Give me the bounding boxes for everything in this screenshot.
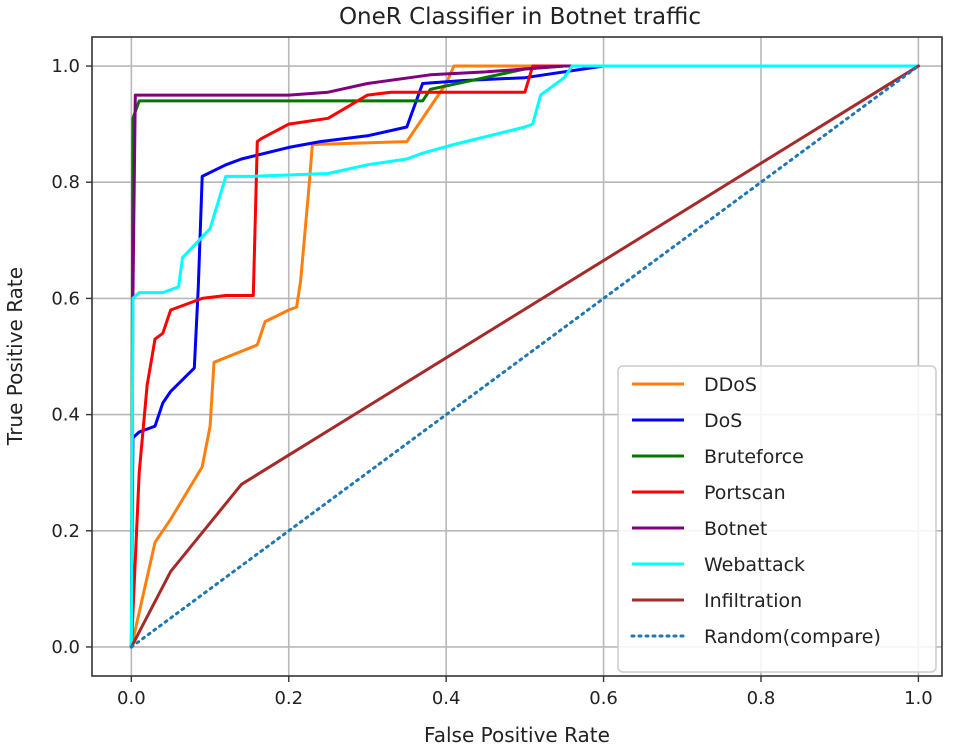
plot-area-frame	[91, 36, 943, 677]
legend-label-infiltration: Infiltration	[704, 590, 802, 612]
y-tick-label: 1.0	[51, 56, 80, 77]
series-line-random-compare	[129, 64, 920, 649]
legend-label-bruteforce: Bruteforce	[704, 446, 804, 468]
x-tick-label: 0.6	[589, 688, 618, 709]
y-tick-label: 0.2	[51, 521, 80, 542]
legend-label-random-compare: Random(compare)	[704, 626, 881, 648]
legend-label-dos: DoS	[704, 410, 742, 432]
legend-label-webattack: Webattack	[704, 554, 805, 576]
series-line-infiltration	[129, 64, 920, 649]
y-axis-label: True Positive Rate	[3, 267, 27, 446]
y-tick-label: 0.8	[51, 172, 80, 193]
grid	[92, 37, 942, 676]
series-line-dos	[129, 64, 920, 649]
x-tick-label: 0.2	[274, 688, 303, 709]
series-line-webattack	[129, 64, 920, 649]
x-axis-label: False Positive Rate	[424, 723, 610, 747]
legend-label-botnet: Botnet	[704, 518, 767, 540]
x-tick-label: 0.4	[432, 688, 461, 709]
legend-frame	[617, 365, 937, 673]
y-tick-label: 0.4	[51, 405, 80, 426]
axis-ticks: 0.0 0.2 0.4 0.6 0.8 1.0 0.0 0.2 0.4 0.6 0.8 1.0	[51, 56, 932, 709]
legend: DDoS DoS Bruteforce Portscan Botnet Webattack…	[617, 365, 937, 673]
x-tick-label: 1.0	[904, 688, 933, 709]
legend-label-portscan: Portscan	[704, 482, 786, 504]
x-tick-label: 0.8	[747, 688, 776, 709]
chart-title: OneR Classifier in Botnet traffic	[339, 4, 701, 30]
series-line-ddos	[129, 64, 920, 649]
series-line-portscan	[129, 64, 920, 649]
y-tick-label: 0.6	[51, 288, 80, 309]
x-tick-label: 0.0	[117, 688, 146, 709]
y-tick-label: 0.0	[51, 637, 80, 658]
legend-label-ddos: DDoS	[704, 374, 757, 396]
series-layer	[129, 64, 920, 649]
